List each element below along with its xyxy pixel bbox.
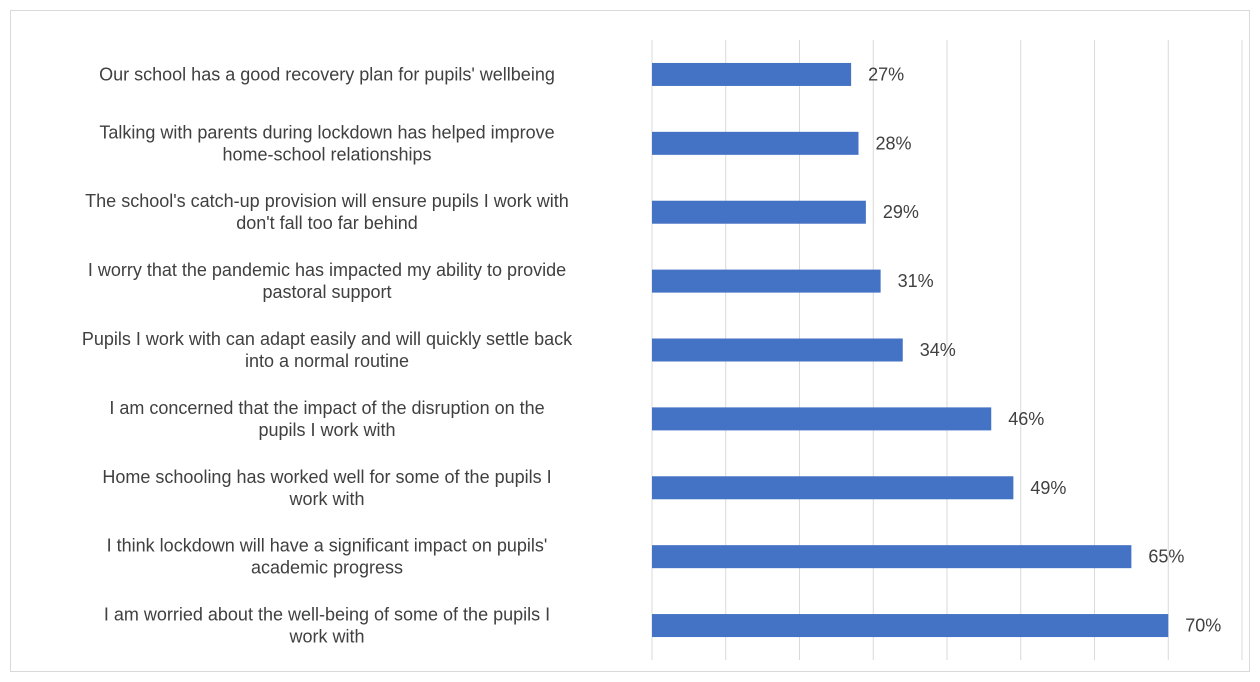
category-label-4-line-1: I worry that the pandemic has impacted m… xyxy=(88,260,566,280)
value-label-9: 70% xyxy=(1185,616,1221,636)
bar-5 xyxy=(652,338,903,362)
category-label-9-line-1: I am worried about the well-being of som… xyxy=(104,605,550,625)
value-label-8: 65% xyxy=(1148,547,1184,567)
category-label-1-line-1: Our school has a good recovery plan for … xyxy=(99,64,555,84)
category-labels: Our school has a good recovery plan for … xyxy=(82,64,573,646)
bar-7 xyxy=(652,476,1014,500)
bar-6 xyxy=(652,407,992,431)
category-label-6-line-2: pupils I work with xyxy=(258,420,395,440)
value-label-1: 27% xyxy=(868,64,904,84)
category-label-5-line-1: Pupils I work with can adapt easily and … xyxy=(82,329,573,349)
value-label-4: 31% xyxy=(898,271,934,291)
category-label-7-line-1: Home schooling has worked well for some … xyxy=(102,467,551,487)
bar-3 xyxy=(652,200,866,224)
category-label-7-line-2: work with xyxy=(288,489,364,509)
bar-2 xyxy=(652,131,859,155)
bar-9 xyxy=(652,614,1169,638)
category-label-2-line-1: Talking with parents during lockdown has… xyxy=(99,122,554,142)
category-label-4-line-2: pastoral support xyxy=(262,282,391,302)
value-label-2: 28% xyxy=(876,133,912,153)
value-labels: 27% 28% 29% 31% 34% 46% 49% 65% 70% xyxy=(868,64,1221,635)
bars xyxy=(652,62,1169,638)
category-label-3-line-2: don't fall too far behind xyxy=(236,213,418,233)
value-label-3: 29% xyxy=(883,202,919,222)
category-label-6-line-1: I am concerned that the impact of the di… xyxy=(109,398,544,418)
bar-1 xyxy=(652,62,852,86)
category-label-5-line-2: into a normal routine xyxy=(245,351,409,371)
category-label-8-line-1: I think lockdown will have a significant… xyxy=(107,536,548,556)
bar-4 xyxy=(652,269,881,293)
bar-8 xyxy=(652,545,1132,569)
category-label-9-line-2: work with xyxy=(288,627,364,647)
category-label-8-line-2: academic progress xyxy=(251,558,403,578)
value-label-7: 49% xyxy=(1030,478,1066,498)
value-label-5: 34% xyxy=(920,340,956,360)
value-label-6: 46% xyxy=(1008,409,1044,429)
category-label-3-line-1: The school's catch-up provision will ens… xyxy=(85,191,569,211)
category-label-2-line-2: home-school relationships xyxy=(222,144,431,164)
